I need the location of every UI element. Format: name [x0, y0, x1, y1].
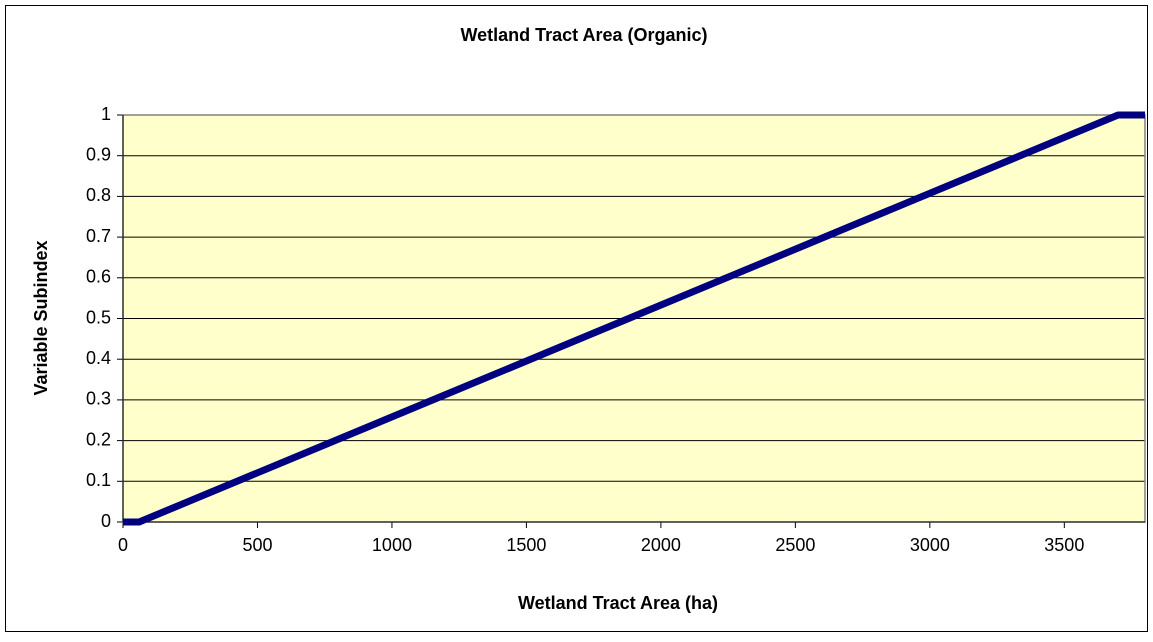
- y-tick-label: 1: [101, 104, 111, 124]
- x-tick-label: 3000: [910, 535, 950, 555]
- x-tick-label: 500: [242, 535, 272, 555]
- y-tick-label: 0.2: [86, 429, 111, 449]
- y-tick-label: 0.7: [86, 226, 111, 246]
- y-tick-label: 0: [101, 511, 111, 531]
- y-tick-label: 0.4: [86, 348, 111, 368]
- y-tick-label: 0.9: [86, 144, 111, 164]
- y-tick-label: 0.5: [86, 307, 111, 327]
- data-line: [123, 111, 1145, 526]
- x-tick-label: 2000: [641, 535, 681, 555]
- x-tick-label: 2500: [775, 535, 815, 555]
- y-tick-label: 0.3: [86, 389, 111, 409]
- x-axis-label: Wetland Tract Area (ha): [518, 593, 718, 613]
- y-tick-label: 0.6: [86, 267, 111, 287]
- y-tick-label: 0.1: [86, 470, 111, 490]
- y-axis-label: Variable Subindex: [31, 240, 51, 395]
- x-tick-label: 0: [118, 535, 128, 555]
- x-tick-label: 1000: [372, 535, 412, 555]
- y-tick-label: 0.8: [86, 185, 111, 205]
- chart-title: Wetland Tract Area (Organic): [460, 25, 707, 45]
- x-tick-label: 3500: [1044, 535, 1084, 555]
- x-tick-label: 1500: [506, 535, 546, 555]
